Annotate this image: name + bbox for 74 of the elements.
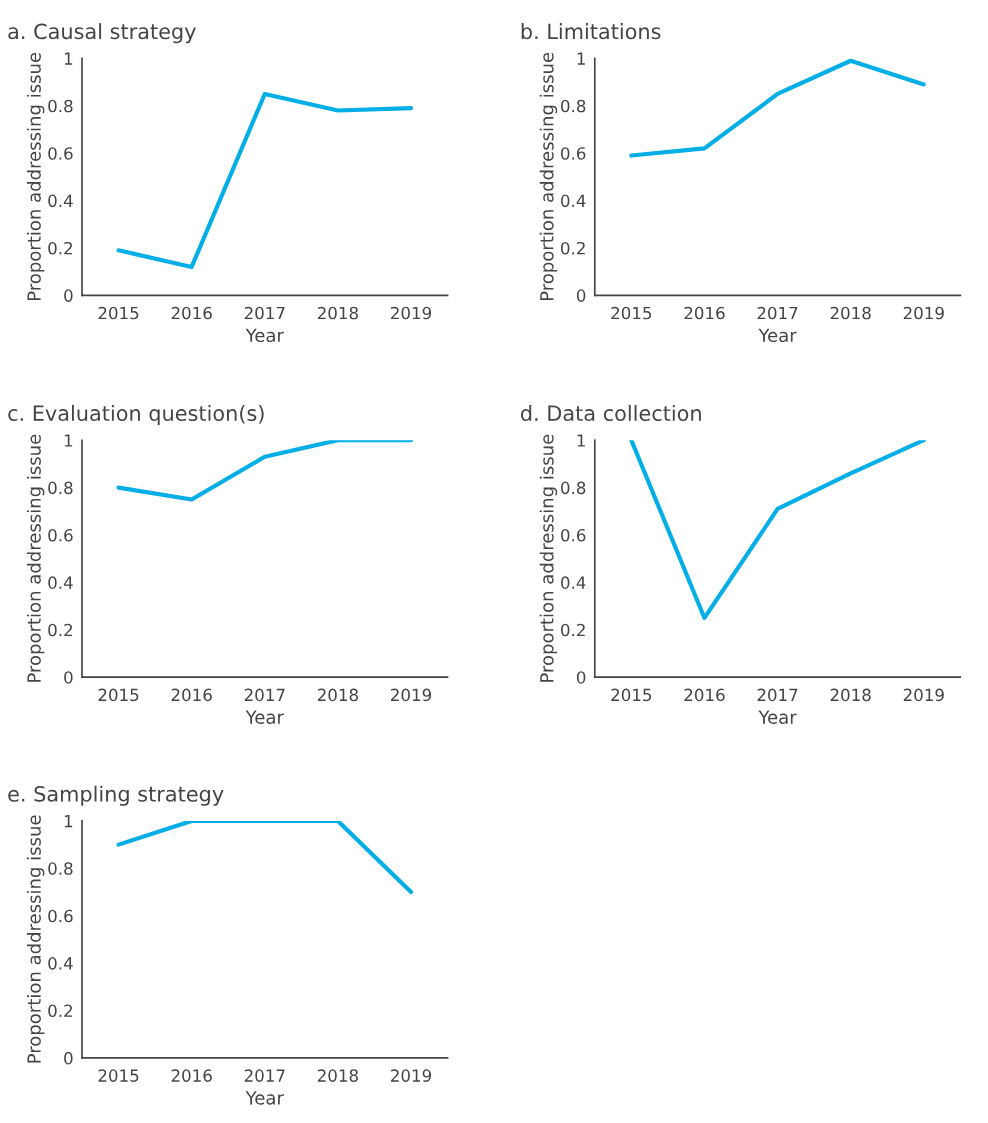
y-tick-label: 0.8 (48, 481, 73, 495)
y-tick-label: 0.4 (561, 194, 586, 208)
x-tick-label: 2019 (903, 306, 944, 320)
x-tick-label: 2016 (684, 306, 725, 320)
chart-title: d. Data collection (520, 404, 701, 422)
y-tick-label: 0 (576, 289, 586, 302)
y-tick-label: 0.2 (561, 241, 585, 255)
chart-title: a. Causal strategy (8, 23, 196, 44)
chart-title: b. Limitations (521, 23, 661, 40)
x-tick-label: 2015 (611, 688, 652, 702)
x-tick-label: 2015 (98, 1069, 139, 1082)
y-tick-label: 1 (577, 434, 585, 447)
y-tick-label: 0.6 (561, 528, 586, 542)
line-series (116, 91, 414, 269)
y-tick-label: 0.6 (48, 528, 73, 542)
y-axis-title: Proportion addressing issue (26, 52, 45, 301)
y-tick-label: 0 (64, 289, 73, 302)
x-tick-label: 2017 (757, 306, 798, 320)
y-tick-label: 0.2 (561, 623, 585, 637)
line-series (629, 58, 926, 158)
y-tick-label: 0.2 (48, 623, 72, 637)
y-tick-label: 0.8 (561, 99, 586, 113)
chart-title: e. Sampling strategy (8, 785, 224, 806)
x-tick-label: 2018 (830, 688, 871, 702)
x-tick-label: 2017 (244, 688, 285, 702)
x-axis-title: Year (245, 1091, 284, 1105)
y-tick-label: 0.2 (48, 1004, 72, 1018)
y-tick-label: 0.2 (48, 241, 72, 255)
x-tick-label: 2015 (98, 306, 139, 320)
x-tick-label: 2016 (171, 306, 212, 320)
y-tick-label: 1 (64, 52, 73, 65)
x-tick-label: 2018 (830, 306, 871, 320)
y-tick-label: 0.6 (48, 909, 73, 923)
y-tick-label: 0.6 (561, 147, 586, 160)
x-tick-label: 2018 (317, 688, 358, 702)
y-axis-title: Proportion addressing issue (26, 434, 45, 682)
x-tick-label: 2019 (391, 688, 432, 702)
x-axis-title: Year (758, 328, 797, 343)
y-tick-label: 0.4 (48, 194, 73, 208)
x-tick-label: 2018 (317, 306, 358, 320)
x-tick-label: 2015 (611, 306, 652, 320)
y-axis-title: Proportion addressing issue (539, 434, 558, 682)
y-tick-label: 0 (64, 671, 73, 684)
y-tick-label: 1 (577, 52, 585, 65)
x-tick-label: 2018 (317, 1069, 358, 1082)
y-tick-label: 0.8 (48, 99, 73, 113)
x-tick-label: 2019 (391, 1069, 432, 1082)
x-tick-label: 2019 (391, 306, 432, 320)
chart-title: c. Evaluation question(s) (8, 404, 264, 426)
y-tick-label: 0.6 (48, 147, 73, 160)
line-series (116, 440, 414, 502)
x-tick-label: 2016 (684, 688, 725, 702)
y-tick-label: 0.4 (561, 576, 586, 589)
y-tick-label: 1 (64, 434, 73, 447)
x-axis-title: Year (245, 710, 284, 724)
y-axis-title: Proportion addressing issue (539, 52, 558, 301)
y-tick-label: 1 (64, 815, 73, 828)
x-tick-label: 2016 (171, 1069, 212, 1082)
y-tick-label: 0.8 (48, 862, 73, 875)
x-tick-label: 2017 (244, 1069, 285, 1082)
x-axis-title: Year (245, 328, 284, 343)
y-tick-label: 0.8 (561, 481, 586, 495)
x-tick-label: 2017 (244, 306, 285, 320)
x-tick-label: 2019 (903, 688, 944, 702)
y-tick-label: 0.4 (48, 957, 73, 970)
y-tick-label: 0 (576, 671, 586, 684)
x-tick-label: 2015 (98, 688, 139, 702)
y-tick-label: 0.4 (48, 576, 73, 589)
y-tick-label: 0 (64, 1051, 73, 1065)
line-series (629, 440, 926, 621)
x-axis-title: Year (758, 710, 797, 724)
y-axis-title: Proportion addressing issue (26, 815, 45, 1063)
x-tick-label: 2016 (171, 688, 212, 702)
x-tick-label: 2017 (757, 688, 798, 702)
